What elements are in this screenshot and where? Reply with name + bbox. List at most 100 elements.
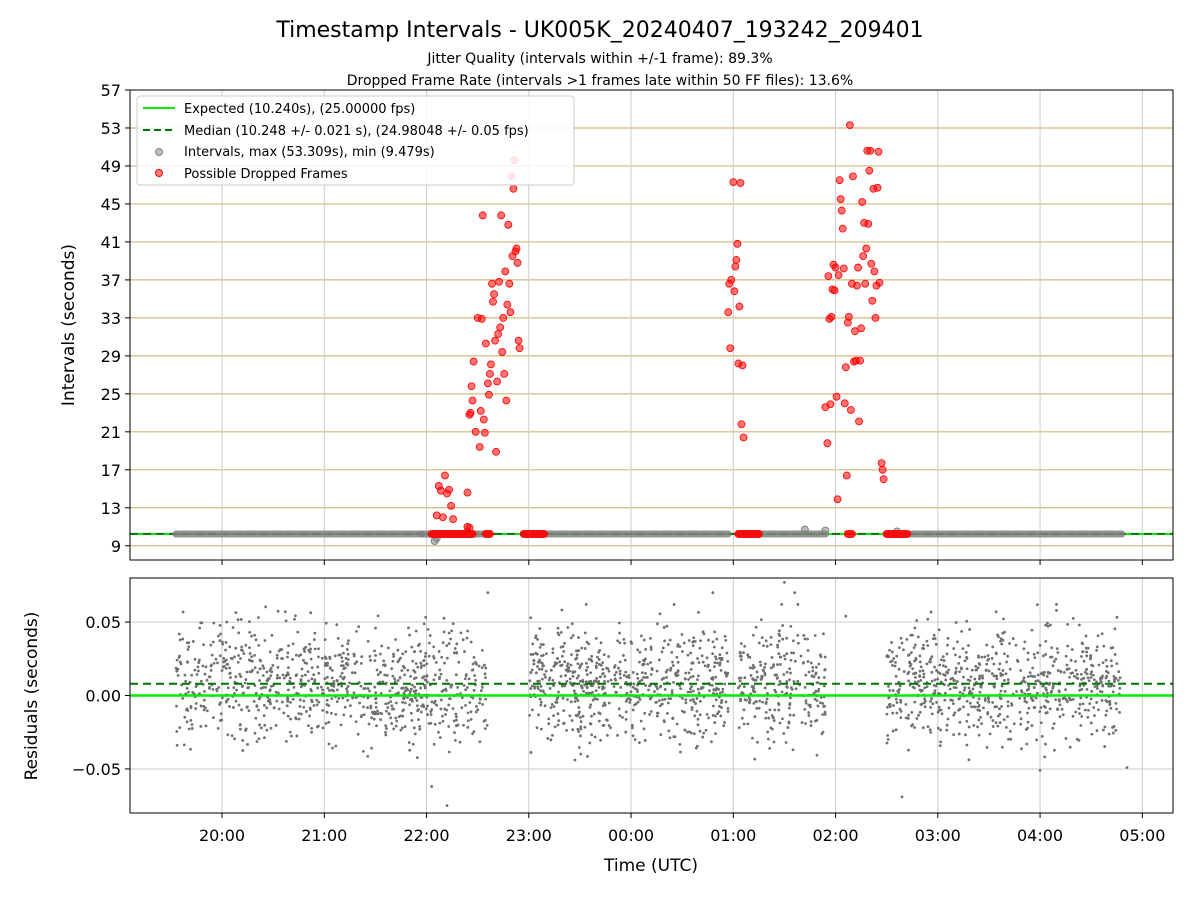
time-x-tick-label: 00:00 xyxy=(608,826,654,845)
residual-point xyxy=(770,727,774,731)
residual-point xyxy=(228,645,232,649)
residual-point xyxy=(718,663,722,667)
residual-point xyxy=(718,704,721,708)
residual-point xyxy=(186,660,189,664)
residual-point xyxy=(1063,696,1066,700)
residual-point xyxy=(262,703,266,707)
residual-point xyxy=(257,737,261,741)
residual-point xyxy=(932,683,936,687)
residual-point xyxy=(886,737,890,741)
residual-point xyxy=(712,704,715,708)
residual-point xyxy=(963,686,967,690)
residual-point xyxy=(424,678,428,682)
residual-point xyxy=(823,655,827,659)
residual-point xyxy=(538,667,541,671)
residual-point xyxy=(349,714,353,718)
residual-point xyxy=(1006,704,1010,708)
residual-point xyxy=(538,658,541,662)
residual-point xyxy=(422,664,426,667)
residual-point xyxy=(765,697,769,701)
residual-point xyxy=(255,705,259,708)
residual-point xyxy=(458,740,462,744)
residual-point xyxy=(368,655,372,658)
residual-point xyxy=(284,739,288,743)
residual-point xyxy=(376,712,380,716)
residual-point xyxy=(374,701,378,705)
residual-point xyxy=(981,676,985,680)
residual-point xyxy=(324,621,328,625)
residual-point xyxy=(538,697,542,701)
residual-point xyxy=(1095,645,1099,649)
residual-point xyxy=(569,636,573,640)
dropped-frame-point xyxy=(494,330,503,338)
residual-point xyxy=(590,654,594,658)
residual-point xyxy=(1044,742,1047,746)
residual-point xyxy=(932,633,936,637)
residual-point xyxy=(412,726,416,730)
residual-point xyxy=(569,700,573,704)
residual-point xyxy=(570,653,573,657)
residual-point xyxy=(578,666,582,670)
dropped-frame-point xyxy=(493,377,501,386)
residual-point xyxy=(537,713,540,717)
residual-point xyxy=(1104,669,1108,673)
residual-point xyxy=(263,736,266,740)
residual-point xyxy=(1071,697,1075,701)
residual-point xyxy=(1109,646,1113,650)
residual-point xyxy=(583,725,587,729)
residual-point xyxy=(303,650,306,653)
residual-point xyxy=(425,674,429,678)
residual-point xyxy=(580,646,584,650)
residual-point xyxy=(899,698,903,702)
residual-point xyxy=(239,657,242,660)
residual-point xyxy=(788,713,792,717)
residual-point xyxy=(967,725,971,729)
residual-point xyxy=(1114,728,1118,732)
residual-point xyxy=(888,648,891,652)
residual-point xyxy=(696,657,699,660)
residual-point xyxy=(1054,698,1058,702)
residual-point xyxy=(189,704,193,708)
residual-point xyxy=(240,648,243,652)
residual-point xyxy=(1113,653,1117,656)
residual-point xyxy=(642,638,646,642)
residual-point xyxy=(396,679,400,682)
residual-point xyxy=(1104,676,1108,680)
residual-point xyxy=(766,737,770,741)
residual-point xyxy=(1088,702,1092,706)
residual-point xyxy=(375,724,378,728)
residual-point xyxy=(1002,617,1005,621)
residual-point xyxy=(926,617,930,621)
residual-point xyxy=(245,670,249,674)
residual-point xyxy=(336,636,340,640)
residual-point xyxy=(752,678,756,682)
residual-point xyxy=(977,733,981,737)
residual-point xyxy=(1115,707,1118,711)
residual-point xyxy=(1023,680,1027,684)
residual-point xyxy=(914,671,918,675)
residual-point xyxy=(329,711,333,715)
residual-point xyxy=(911,685,915,689)
residual-point xyxy=(1099,678,1102,681)
residual-point xyxy=(444,689,448,692)
residual-point xyxy=(799,654,803,658)
residual-point xyxy=(646,662,650,666)
dropped-frame-point xyxy=(505,279,514,288)
residual-point xyxy=(1019,722,1023,726)
residual-point xyxy=(459,692,462,695)
residual-point xyxy=(438,676,441,679)
residual-point xyxy=(587,642,591,646)
residual-point xyxy=(1006,654,1010,658)
residual-point xyxy=(389,700,392,704)
residual-point xyxy=(936,710,940,714)
residual-point xyxy=(460,696,464,700)
residual-point xyxy=(678,742,682,746)
residual-point xyxy=(666,668,669,672)
residual-point xyxy=(211,640,215,644)
residual-point xyxy=(412,650,416,654)
residual-point xyxy=(1104,658,1108,662)
residual-point xyxy=(764,710,768,714)
residual-point xyxy=(985,643,989,647)
residual-point xyxy=(402,697,406,701)
